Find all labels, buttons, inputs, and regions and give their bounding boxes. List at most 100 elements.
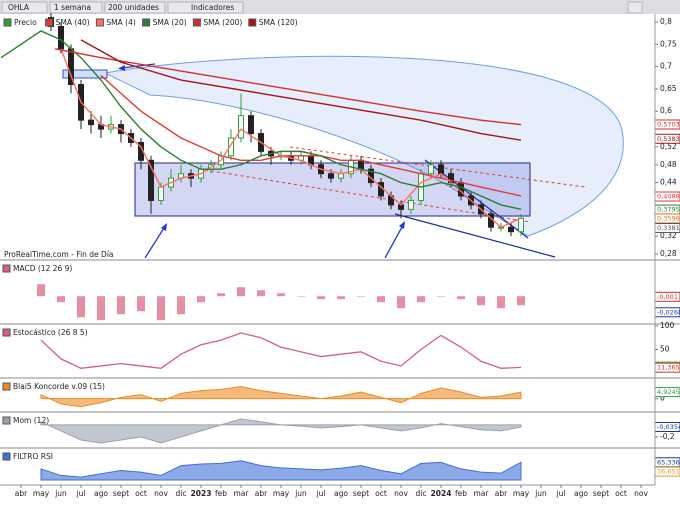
x-tick-label: may [513, 489, 530, 498]
value-box-label: 36,651 [657, 468, 680, 476]
bar [277, 293, 285, 297]
x-tick-label: oct [375, 489, 387, 498]
candle-body [358, 159, 364, 170]
x-tick-label: may [33, 489, 50, 498]
legend-label: SMA (120) [259, 18, 298, 27]
arrows [118, 63, 405, 259]
alert-button[interactable] [627, 1, 643, 14]
toolbar-items: OHLA 1 semana 200 unidades Indicadores [1, 1, 643, 14]
x-tick-label: jun [294, 489, 307, 498]
indicator-area [40, 386, 522, 408]
x-tick-label: sept [113, 489, 129, 498]
bar [237, 287, 245, 297]
indicator-title: MACD (12 26 9) [13, 264, 72, 273]
value-box-label: -0,0354 [657, 423, 680, 431]
sma-line [80, 39, 522, 141]
bar [317, 296, 325, 300]
legend-swatch [45, 18, 54, 27]
bar [517, 296, 525, 306]
y-tick-label: 0,44 [660, 178, 677, 187]
indicator-icon [2, 328, 11, 337]
y-tick-label: 100 [660, 321, 675, 330]
y-tick-label: 0,28 [660, 249, 677, 258]
candle-body [438, 164, 444, 175]
x-tick-label: jul [76, 489, 86, 498]
value-box-label: 0,4088 [657, 193, 680, 201]
x-tick-label: abr [495, 489, 508, 498]
indicator-title: FILTRO RSI [13, 452, 53, 461]
legend-label: SMA (4) [106, 18, 135, 27]
legend-label: SMA (20) [153, 18, 187, 27]
bar [137, 296, 145, 312]
bar [77, 296, 85, 318]
symbol-box[interactable] [1, 1, 48, 14]
x-tick-label: mar [234, 489, 250, 498]
indicator-area [40, 418, 522, 444]
y-tick-label: 0,8 [660, 17, 672, 26]
indicator-area [40, 460, 522, 481]
value-box-label: 4,9245 [657, 388, 680, 396]
candle-body [248, 115, 254, 135]
bar [197, 296, 205, 303]
bar [397, 296, 405, 309]
value-box-label: 0,3381 [657, 224, 680, 232]
bar [477, 296, 485, 306]
bar [297, 296, 305, 297]
value-box-label: 0,3596 [657, 214, 680, 222]
units[interactable]: 200 unidades [108, 3, 159, 12]
x-tick-label: jun [534, 489, 547, 498]
indicator-icon [2, 416, 11, 425]
x-tick-label: oct [615, 489, 627, 498]
sma-line [60, 48, 522, 229]
period[interactable]: 1 semana [54, 3, 91, 12]
bar [177, 296, 185, 315]
y-tick-label: 0,52 [660, 142, 677, 151]
x-tick-label: mar [474, 489, 490, 498]
bar [257, 290, 265, 297]
indicator-icon [2, 452, 11, 461]
x-tick-label: sept [353, 489, 369, 498]
x-tick-label: jul [556, 489, 566, 498]
candle-body [158, 186, 164, 201]
indicators[interactable]: Indicadores [191, 3, 234, 12]
y-tick-label: 0,48 [660, 160, 677, 169]
x-tick-label: 2024 [431, 489, 452, 498]
candle-body [408, 199, 414, 210]
sma-line [100, 75, 522, 197]
y-tick-label: 0,32 [660, 231, 677, 240]
legend-label: Precio [14, 18, 37, 27]
legend-swatch [3, 18, 12, 27]
legend-swatch [192, 18, 201, 27]
x-tick-label: feb [455, 489, 467, 498]
candle-body [328, 173, 334, 179]
value-box-label: 0,3795 [657, 206, 680, 214]
bar [117, 296, 125, 315]
candle-body [228, 137, 234, 157]
bar [97, 296, 105, 321]
x-tick-label: nov [634, 489, 648, 498]
channel-line [394, 213, 556, 258]
period-box[interactable] [49, 1, 103, 14]
candle-body [428, 164, 434, 175]
legend-label: SMA (200) [203, 18, 242, 27]
candle-body [148, 159, 154, 201]
bar [217, 293, 225, 297]
y-tick-label: -0,2 [660, 432, 675, 441]
units-box[interactable] [104, 1, 166, 14]
x-tick-label: oct [135, 489, 147, 498]
bar [57, 296, 65, 303]
bar [417, 296, 425, 303]
x-tick-label: nov [154, 489, 168, 498]
x-tick-label: ago [94, 489, 108, 498]
sma-line [0, 30, 522, 211]
trend-line [204, 169, 531, 223]
indicator-title: Blai5 Koncorde v.09 (15) [13, 382, 105, 391]
indicator-title: Estocástico (26 8 5) [13, 328, 88, 337]
indicators-box[interactable] [167, 1, 244, 14]
candle-body [518, 217, 524, 233]
symbol[interactable]: OHLA [8, 3, 30, 12]
x-tick-label: nov [394, 489, 408, 498]
x-tick-label: ago [574, 489, 588, 498]
